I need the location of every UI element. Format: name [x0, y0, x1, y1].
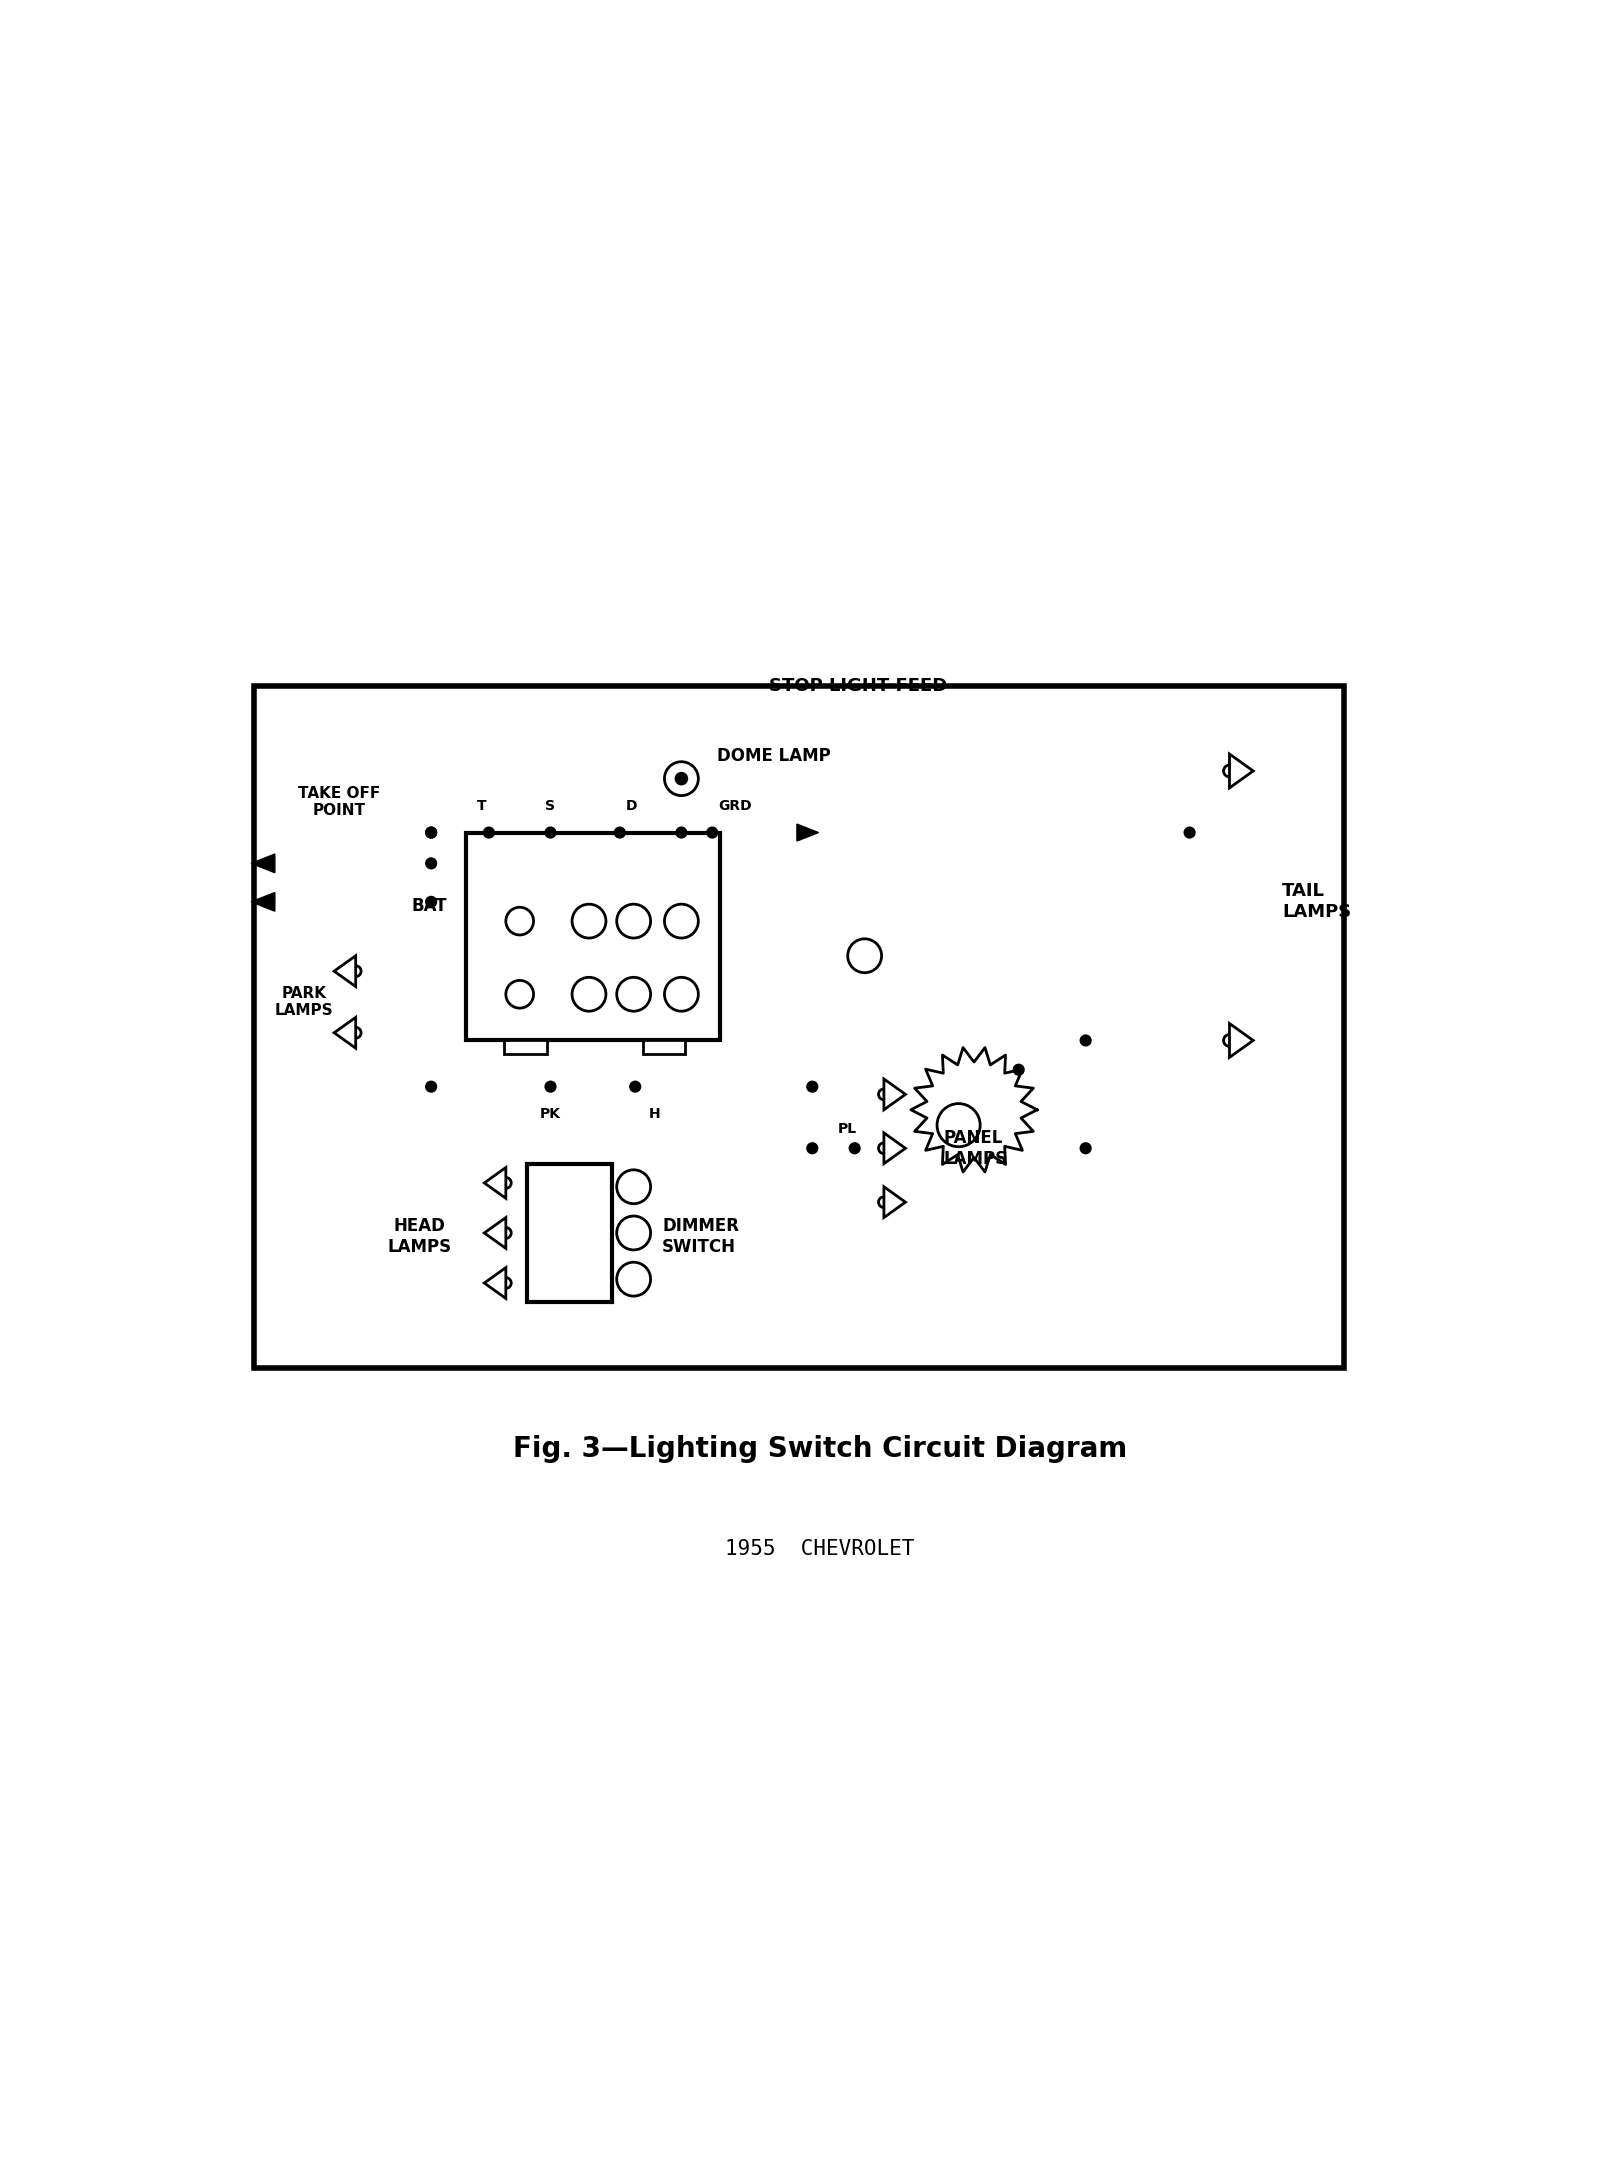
Bar — [643, 1041, 685, 1054]
Polygon shape — [251, 855, 275, 872]
Circle shape — [630, 1082, 640, 1093]
Circle shape — [350, 1028, 362, 1039]
Circle shape — [664, 978, 698, 1011]
Circle shape — [573, 978, 606, 1011]
Text: PK: PK — [541, 1106, 562, 1121]
Circle shape — [677, 773, 686, 783]
Circle shape — [1013, 1065, 1024, 1076]
Circle shape — [1224, 766, 1235, 777]
Bar — [466, 833, 720, 1041]
Polygon shape — [797, 824, 819, 842]
Circle shape — [483, 827, 494, 837]
Circle shape — [546, 1082, 555, 1093]
Text: GRD: GRD — [718, 799, 752, 814]
Circle shape — [501, 1277, 512, 1288]
Circle shape — [938, 1104, 981, 1147]
Text: PL: PL — [837, 1121, 856, 1136]
Polygon shape — [485, 1218, 506, 1249]
Text: HEAD
LAMPS: HEAD LAMPS — [387, 1218, 451, 1257]
Text: STOP LIGHT FEED: STOP LIGHT FEED — [770, 677, 947, 695]
Text: 1955  CHEVROLET: 1955 CHEVROLET — [725, 1539, 915, 1558]
Circle shape — [501, 1227, 512, 1238]
Text: S: S — [546, 799, 555, 814]
Circle shape — [664, 905, 698, 937]
Circle shape — [506, 907, 533, 935]
Polygon shape — [334, 956, 355, 987]
Text: DOME LAMP: DOME LAMP — [717, 747, 830, 764]
Polygon shape — [883, 1080, 906, 1110]
Circle shape — [616, 1171, 651, 1203]
Circle shape — [677, 827, 686, 837]
Bar — [254, 686, 1344, 1368]
Circle shape — [616, 978, 651, 1011]
Circle shape — [806, 1082, 818, 1093]
Circle shape — [426, 896, 437, 907]
Text: D: D — [626, 799, 637, 814]
Circle shape — [850, 1143, 861, 1153]
Circle shape — [707, 827, 717, 837]
Polygon shape — [883, 1134, 906, 1164]
Polygon shape — [334, 1017, 355, 1047]
Circle shape — [1080, 1143, 1091, 1153]
Circle shape — [878, 1197, 890, 1208]
Circle shape — [616, 905, 651, 937]
Text: PANEL
LAMPS: PANEL LAMPS — [944, 1130, 1008, 1169]
Circle shape — [616, 1262, 651, 1296]
Text: H: H — [648, 1106, 661, 1121]
Circle shape — [501, 1177, 512, 1188]
Circle shape — [848, 939, 882, 972]
Text: TAIL
LAMPS: TAIL LAMPS — [1282, 883, 1352, 922]
Circle shape — [350, 965, 362, 976]
Circle shape — [1184, 827, 1195, 837]
Circle shape — [664, 762, 698, 796]
Circle shape — [1224, 1034, 1235, 1047]
Circle shape — [614, 827, 626, 837]
Circle shape — [573, 905, 606, 937]
Circle shape — [426, 827, 437, 837]
Text: PARK
LAMPS: PARK LAMPS — [275, 987, 333, 1017]
Circle shape — [426, 1082, 437, 1093]
Text: Fig. 3—Lighting Switch Circuit Diagram: Fig. 3—Lighting Switch Circuit Diagram — [514, 1435, 1126, 1463]
Text: BAT: BAT — [411, 896, 448, 915]
Text: TAKE OFF
POINT: TAKE OFF POINT — [298, 786, 379, 818]
Bar — [528, 1164, 613, 1303]
Circle shape — [806, 1143, 818, 1153]
Text: DIMMER
SWITCH: DIMMER SWITCH — [662, 1218, 739, 1257]
Circle shape — [614, 829, 624, 837]
Circle shape — [616, 1216, 651, 1251]
Bar — [504, 1041, 547, 1054]
Polygon shape — [883, 1186, 906, 1218]
Circle shape — [506, 980, 533, 1008]
Circle shape — [878, 1088, 890, 1099]
Polygon shape — [1229, 753, 1253, 788]
Circle shape — [546, 827, 555, 837]
Polygon shape — [1229, 1024, 1253, 1058]
Polygon shape — [251, 892, 275, 911]
Circle shape — [878, 1143, 890, 1153]
Circle shape — [1080, 1034, 1091, 1045]
Circle shape — [426, 857, 437, 868]
Text: T: T — [477, 799, 486, 814]
Circle shape — [426, 827, 437, 837]
Polygon shape — [485, 1268, 506, 1298]
Polygon shape — [485, 1169, 506, 1199]
